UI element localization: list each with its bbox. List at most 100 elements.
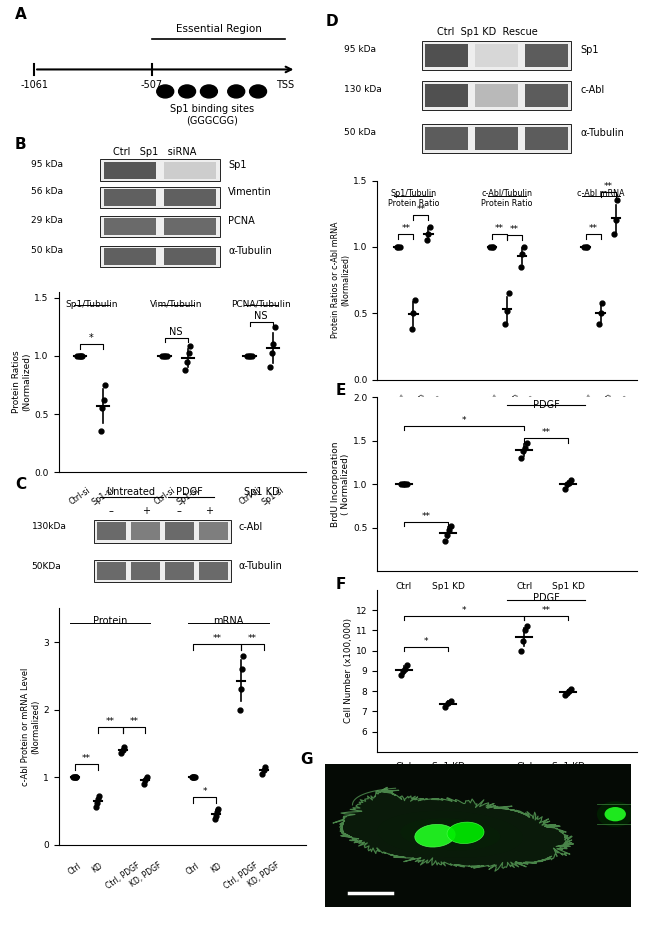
- Y-axis label: Protein Ratios or c-Abl mRNA
(Normalized): Protein Ratios or c-Abl mRNA (Normalized…: [331, 222, 350, 338]
- Text: Sp1/Tubulin: Sp1/Tubulin: [65, 300, 118, 309]
- Ellipse shape: [604, 807, 626, 821]
- Text: **: **: [510, 225, 519, 233]
- Text: Rescue: Rescue: [603, 394, 628, 414]
- Ellipse shape: [378, 811, 523, 857]
- Text: Sp1-si: Sp1-si: [175, 486, 200, 507]
- Ellipse shape: [227, 85, 244, 98]
- Bar: [94, 520, 231, 543]
- Bar: [104, 161, 155, 179]
- Bar: [164, 189, 216, 206]
- Text: Sp1-si: Sp1-si: [90, 486, 116, 507]
- Text: c-Abl: c-Abl: [239, 522, 263, 532]
- Bar: [475, 83, 518, 107]
- Text: 29 kDa: 29 kDa: [31, 217, 63, 225]
- Ellipse shape: [179, 85, 196, 98]
- Text: **: **: [82, 754, 91, 763]
- Ellipse shape: [415, 824, 455, 847]
- Text: *: *: [462, 416, 466, 425]
- Text: Sp1 KD: Sp1 KD: [244, 487, 280, 497]
- Text: Sp1 KD: Sp1 KD: [552, 761, 585, 770]
- Text: c-Abl: c-Abl: [580, 84, 605, 94]
- Text: 95 kDa: 95 kDa: [344, 45, 376, 54]
- Bar: [131, 522, 160, 541]
- Text: G: G: [300, 753, 313, 768]
- Bar: [131, 562, 160, 580]
- Text: KD, PDGF: KD, PDGF: [246, 861, 281, 889]
- Text: **: **: [541, 429, 551, 437]
- Text: PDGF: PDGF: [533, 400, 560, 410]
- Text: Sp1-si: Sp1-si: [260, 486, 285, 507]
- Bar: [525, 127, 567, 150]
- Text: Ctrl-si: Ctrl-si: [68, 486, 92, 507]
- Text: Sp1 KD: Sp1 KD: [588, 394, 614, 414]
- Ellipse shape: [200, 85, 217, 98]
- Text: α-Tubulin: α-Tubulin: [580, 128, 624, 138]
- Text: 130 kDa: 130 kDa: [344, 85, 382, 94]
- Text: B: B: [15, 137, 27, 152]
- Text: TSS: TSS: [276, 80, 294, 90]
- Bar: [99, 187, 220, 208]
- Bar: [525, 83, 567, 107]
- Bar: [422, 81, 571, 110]
- Text: Protein: Protein: [93, 617, 127, 627]
- Text: Ctrl-si: Ctrl-si: [237, 486, 262, 507]
- Text: 50KDa: 50KDa: [31, 562, 61, 570]
- Text: α-Tubulin: α-Tubulin: [228, 246, 272, 256]
- Text: **: **: [495, 224, 504, 233]
- Bar: [525, 44, 567, 68]
- Y-axis label: c-Abl Protein or mRNA Level
(Normalized): c-Abl Protein or mRNA Level (Normalized): [21, 668, 40, 785]
- Text: Ctrl, PDGF: Ctrl, PDGF: [104, 861, 142, 891]
- Text: Vimentin: Vimentin: [228, 187, 272, 197]
- Text: **: **: [401, 224, 410, 233]
- Text: Ctrl: Ctrl: [396, 761, 412, 770]
- Text: Ctrl  Sp1 KD  Rescue: Ctrl Sp1 KD Rescue: [437, 28, 538, 37]
- Ellipse shape: [250, 85, 266, 98]
- Bar: [425, 83, 468, 107]
- Bar: [422, 124, 571, 154]
- Text: 56 kDa: 56 kDa: [31, 187, 64, 196]
- Text: +: +: [205, 507, 213, 517]
- Bar: [104, 248, 155, 265]
- Polygon shape: [333, 787, 573, 871]
- Text: 95 kDa: 95 kDa: [31, 160, 64, 169]
- Bar: [165, 522, 194, 541]
- Text: Ctrl   Sp1   siRNA: Ctrl Sp1 siRNA: [112, 146, 196, 156]
- Text: **: **: [106, 717, 114, 726]
- Bar: [164, 248, 216, 265]
- Y-axis label: Protein Ratios
(Normalized): Protein Ratios (Normalized): [12, 351, 32, 413]
- Text: Sp1 KD: Sp1 KD: [400, 394, 426, 414]
- Text: PDGF: PDGF: [533, 593, 560, 603]
- Text: Sp1 KD: Sp1 KD: [432, 582, 465, 591]
- Text: 130kDa: 130kDa: [31, 522, 66, 532]
- Y-axis label: Cell Number (x100,000): Cell Number (x100,000): [344, 619, 353, 723]
- Bar: [164, 161, 216, 179]
- Text: c-Abl mRNA: c-Abl mRNA: [577, 189, 625, 197]
- Text: Essential Region: Essential Region: [176, 23, 261, 33]
- Bar: [97, 562, 126, 580]
- Text: c-Abl/Tubulin
Protein Ratio: c-Abl/Tubulin Protein Ratio: [481, 189, 533, 208]
- Text: *: *: [89, 333, 94, 344]
- Text: NS: NS: [170, 327, 183, 337]
- Ellipse shape: [157, 85, 174, 98]
- Text: PCNA: PCNA: [228, 216, 255, 226]
- Bar: [99, 245, 220, 267]
- Bar: [164, 218, 216, 234]
- Text: **: **: [213, 634, 222, 644]
- Text: **: **: [129, 717, 138, 726]
- Text: Sp1: Sp1: [580, 44, 599, 55]
- Text: KD: KD: [209, 861, 223, 875]
- Text: Ctrl, PDGF: Ctrl, PDGF: [222, 861, 260, 891]
- Text: KD, PDGF: KD, PDGF: [128, 861, 163, 889]
- Text: –: –: [176, 507, 181, 517]
- Bar: [97, 522, 126, 541]
- Bar: [422, 41, 571, 70]
- Text: A: A: [15, 6, 27, 22]
- Text: 50 kDa: 50 kDa: [344, 128, 376, 137]
- Ellipse shape: [597, 801, 634, 827]
- Text: *: *: [202, 786, 207, 795]
- Text: D: D: [326, 14, 339, 29]
- Text: Ctrl: Ctrl: [396, 582, 412, 591]
- Text: Ctrl: Ctrl: [391, 394, 406, 406]
- Text: **: **: [422, 512, 430, 520]
- Text: Sp1 KD: Sp1 KD: [432, 761, 465, 770]
